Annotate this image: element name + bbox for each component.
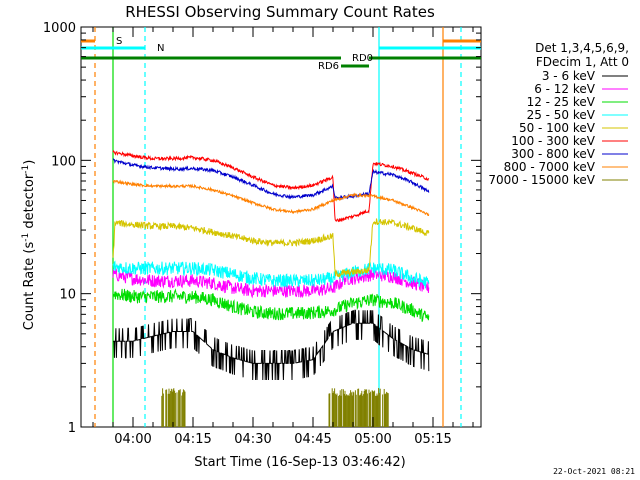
legend-label: 300 - 800 keV: [511, 147, 595, 161]
y-label-part2: detector: [22, 173, 37, 233]
series-line-3: [112, 260, 430, 289]
flag-annotations: S N RD0 RD6: [81, 36, 481, 72]
x-tick-label: 04:45: [294, 432, 331, 447]
x-tick-label: 04:15: [174, 432, 211, 447]
series-line-2: [112, 288, 430, 322]
x-tick-label: 05:15: [414, 432, 451, 447]
y-label-sup2: -1: [21, 165, 31, 174]
series-line-5: [112, 149, 430, 223]
y-tick-label: 100: [51, 154, 76, 169]
y-label-sup1: -1: [21, 233, 31, 242]
y-label-part3: ): [22, 160, 37, 165]
series-line-4: [112, 218, 430, 278]
series-line-7: [112, 179, 430, 217]
legend-label: 3 - 6 keV: [542, 69, 596, 83]
legend-label: 7000 - 15000 keV: [488, 173, 595, 187]
series-line-0: [113, 309, 430, 381]
legend-label: 100 - 300 keV: [511, 134, 595, 148]
series-line-1: [112, 268, 430, 299]
flag-label-rd0: RD0: [352, 53, 373, 64]
y-tick-label: 10: [59, 288, 76, 303]
axes: 04:00 04:15 04:30 04:45 05:00 05:15 1 10 100 1000: [43, 21, 481, 447]
highest-energy-band-marks: [161, 388, 389, 427]
x-axis-label: Start Time (16-Sep-13 03:46:42): [194, 455, 405, 470]
legend-header-line1: Det 1,3,4,5,6,9,: [535, 41, 629, 55]
x-tick-label: 05:00: [354, 432, 391, 447]
y-tick-label: 1: [68, 421, 76, 436]
legend-label: 12 - 25 keV: [527, 95, 596, 109]
y-axis-label: Count Rate (s-1 detector-1): [21, 160, 37, 331]
y-label-part1: Count Rate (s: [22, 242, 37, 331]
y-tick-label: 1000: [43, 21, 76, 36]
plot-frame: [80, 26, 482, 428]
x-tick-label: 04:30: [234, 432, 271, 447]
legend-label: 6 - 12 keV: [534, 82, 596, 96]
chart-title: RHESSI Observing Summary Count Rates: [125, 3, 435, 21]
flag-label-rd6: RD6: [318, 61, 339, 72]
footer-timestamp: 22-Oct-2021 08:21: [553, 467, 635, 476]
legend-label: 50 - 100 keV: [519, 121, 596, 135]
legend-label: 25 - 50 keV: [527, 108, 596, 122]
legend-label: 800 - 7000 keV: [504, 160, 596, 174]
legend: Det 1,3,4,5,6,9, FDecim 1, Att 0 3 - 6 k…: [488, 41, 629, 187]
legend-header-line2: FDecim 1, Att 0: [536, 55, 629, 69]
plot-border: [80, 26, 482, 428]
instrument-markers: [94, 27, 462, 427]
x-tick-label: 04:00: [114, 432, 151, 447]
series-lines: [112, 149, 430, 381]
series-line-6: [112, 158, 430, 201]
flag-label-n: N: [157, 43, 164, 54]
flag-label-s: S: [116, 36, 122, 47]
